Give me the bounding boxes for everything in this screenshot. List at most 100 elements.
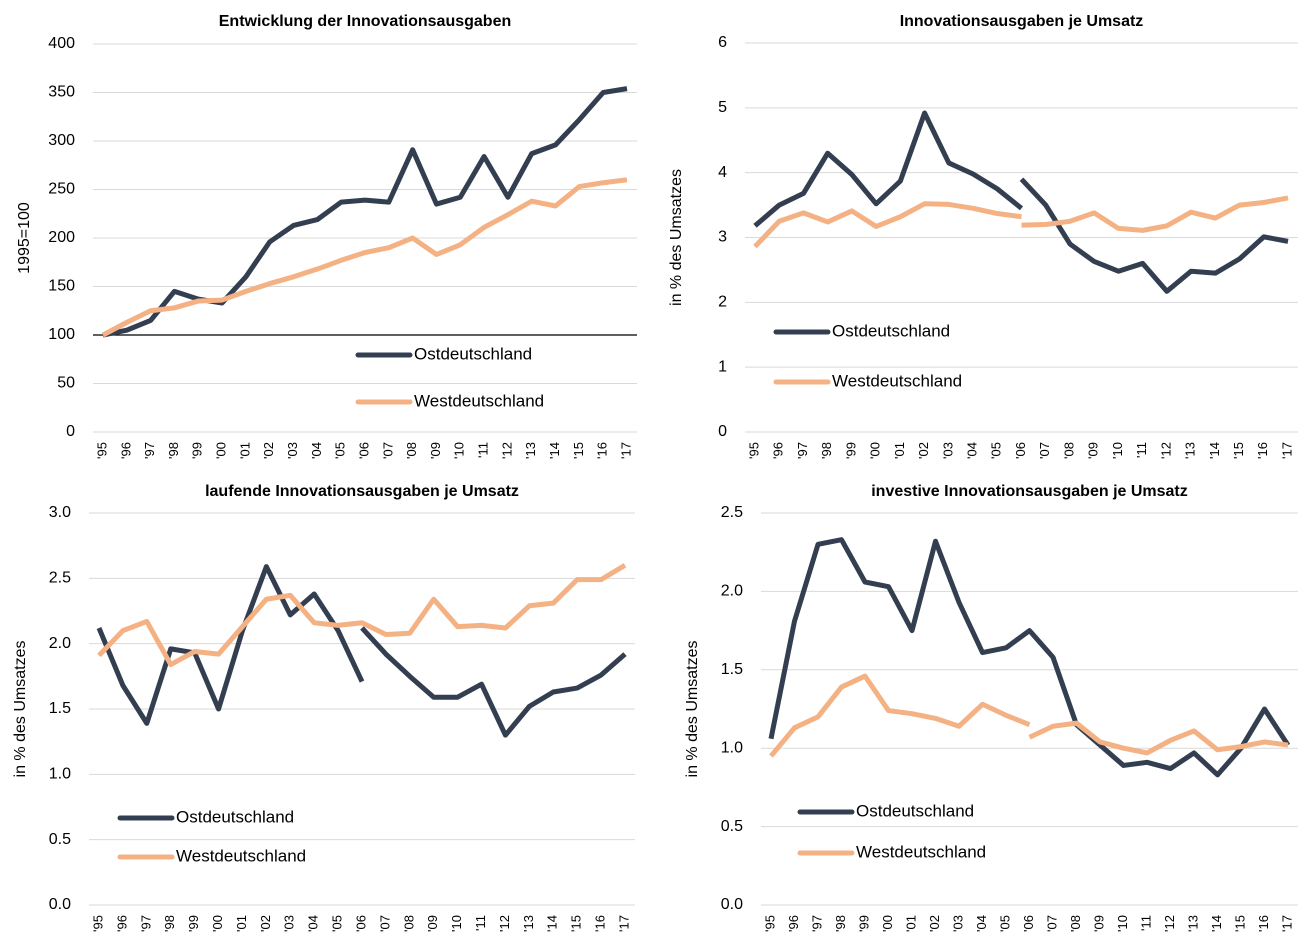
y-tick-label: 3 (718, 229, 727, 246)
x-tick-label: '11 (476, 442, 491, 458)
x-tick-label: '14 (547, 442, 562, 459)
x-tick-label: '07 (380, 442, 395, 459)
x-tick-label: '99 (190, 442, 205, 459)
data-line (360, 626, 627, 738)
x-tick-label: '08 (404, 442, 419, 459)
x-tick-label: '08 (1061, 442, 1076, 459)
x-tick-label: '05 (333, 442, 348, 459)
data-line (1021, 195, 1289, 233)
x-tick-label: '09 (1091, 915, 1106, 932)
y-tick-label: 2 (718, 294, 727, 311)
x-tick-label: '96 (771, 442, 786, 459)
y-tick-label: 0.5 (49, 831, 71, 848)
x-tick-label: '97 (142, 442, 157, 459)
x-tick-label: '14 (545, 915, 560, 932)
x-tick-label: '12 (1162, 915, 1177, 932)
x-tick-label: '97 (809, 915, 824, 932)
data-line (101, 177, 628, 338)
y-tick-label: 400 (48, 35, 75, 52)
y-tick-label: 5 (718, 99, 727, 116)
x-tick-label: '12 (497, 915, 512, 932)
x-tick-label: '02 (927, 915, 942, 932)
x-tick-label: '95 (746, 442, 761, 459)
x-tick-label: '06 (353, 915, 368, 932)
x-tick-label: '06 (1013, 442, 1028, 459)
x-tick-label: '02 (261, 442, 276, 459)
chart: laufende Innovationsausgaben je Umsatz in… (12, 483, 635, 932)
y-tick-label: 200 (48, 229, 75, 246)
x-tick-label: '16 (593, 915, 608, 932)
y-axis-label: in % des Umsatzes (12, 641, 29, 778)
data-line (1019, 177, 1289, 294)
legend-label: Ostdeutschland (176, 807, 294, 826)
x-tick-label: '03 (950, 915, 965, 932)
x-tick-label: '00 (210, 915, 225, 932)
x-tick-label: '16 (1256, 915, 1271, 932)
y-tick-label: 0 (66, 423, 75, 440)
y-axis-label: in % des Umsatzes (668, 169, 685, 306)
x-tick-label: '99 (186, 915, 201, 932)
y-tick-label: 0.5 (721, 818, 743, 835)
x-tick-label: '05 (330, 915, 345, 932)
x-tick-label: '15 (569, 915, 584, 932)
x-tick-label: '14 (1207, 442, 1222, 459)
x-tick-label: '01 (892, 442, 907, 459)
legend-label: Ostdeutschland (856, 801, 974, 820)
x-tick-label: '17 (1279, 442, 1294, 459)
x-tick-label: '12 (499, 442, 514, 459)
x-tick-label: '96 (118, 442, 133, 459)
x-tick-label: '99 (856, 915, 871, 932)
y-tick-label: 1.0 (49, 766, 71, 783)
y-tick-label: 2.0 (49, 635, 71, 652)
x-tick-label: '13 (523, 442, 538, 459)
x-tick-label: '08 (1068, 915, 1083, 932)
y-tick-label: 6 (718, 34, 727, 51)
x-tick-label: '01 (234, 915, 249, 932)
x-tick-label: '95 (762, 915, 777, 932)
x-tick-label: '04 (306, 915, 321, 932)
x-tick-label: '02 (258, 915, 273, 932)
x-tick-label: '17 (618, 442, 633, 459)
y-tick-label: 150 (48, 278, 75, 295)
x-tick-label: '99 (843, 442, 858, 459)
y-tick-label: 100 (48, 326, 75, 343)
x-tick-label: '04 (964, 442, 979, 459)
legend-label: Ostdeutschland (414, 344, 532, 363)
x-tick-label: '98 (833, 915, 848, 932)
x-tick-label: '15 (1231, 442, 1246, 459)
y-tick-label: 1 (718, 358, 727, 375)
data-line (1028, 720, 1289, 756)
x-tick-label: '08 (401, 915, 416, 932)
chart: investive Innovationsausgaben je Umsatz i… (684, 483, 1298, 932)
y-tick-label: 0.0 (49, 896, 71, 913)
chart-title: Entwicklung der Innovationsausgaben (219, 13, 511, 30)
legend-label: Westdeutschland (414, 391, 544, 410)
x-tick-label: '09 (428, 442, 443, 459)
x-tick-label: '13 (521, 915, 536, 932)
y-tick-label: 4 (718, 164, 727, 181)
x-tick-label: '95 (90, 915, 105, 932)
y-tick-label: 3.0 (49, 504, 71, 521)
x-tick-label: '98 (162, 915, 177, 932)
x-tick-label: '06 (356, 442, 371, 459)
y-tick-label: 2.5 (721, 504, 743, 521)
y-tick-label: 300 (48, 132, 75, 149)
y-tick-label: 250 (48, 181, 75, 198)
data-line (97, 563, 627, 668)
x-tick-label: '02 (916, 442, 931, 459)
y-tick-label: 0.0 (721, 896, 743, 913)
x-tick-label: '07 (1037, 442, 1052, 459)
legend-label: Westdeutschland (856, 842, 986, 861)
x-tick-label: '00 (214, 442, 229, 459)
data-line (102, 86, 628, 338)
data-line (753, 201, 1022, 249)
x-tick-label: '04 (974, 915, 989, 932)
x-tick-label: '15 (571, 442, 586, 459)
x-tick-label: '07 (1044, 915, 1059, 932)
y-tick-label: 0 (718, 423, 727, 440)
legend-label: Ostdeutschland (832, 321, 950, 340)
y-tick-label: 2.5 (49, 570, 71, 587)
x-tick-label: '16 (1255, 442, 1270, 459)
x-tick-label: '97 (138, 915, 153, 932)
